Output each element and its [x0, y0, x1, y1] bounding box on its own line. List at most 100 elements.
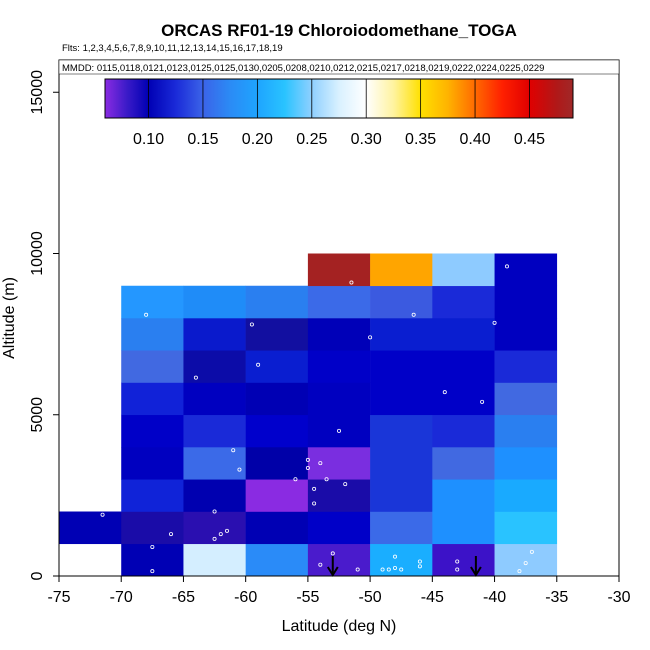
sample-point: [318, 562, 323, 567]
x-tick-label: -65: [172, 589, 195, 606]
colorbar-tick-label: 0.15: [187, 131, 218, 148]
sample-point: [529, 549, 534, 554]
colorbar-bar: [104, 78, 574, 119]
heatmap-cell: [121, 318, 184, 351]
heatmap-cells: [59, 253, 558, 577]
heatmap-cell: [121, 479, 184, 512]
y-tick-label: 0: [29, 571, 46, 580]
heatmap-cell: [121, 350, 184, 383]
heatmap-cell: [245, 350, 309, 383]
heatmap-cell: [307, 447, 371, 480]
heatmap-cell: [494, 447, 558, 480]
sample-point: [349, 280, 354, 285]
sample-point: [330, 551, 335, 556]
sample-point: [312, 501, 317, 506]
sample-point: [305, 457, 310, 462]
heatmap-cell: [370, 511, 433, 545]
sample-point: [193, 375, 198, 380]
heatmap-cell: [307, 511, 371, 545]
sample-point: [411, 312, 416, 317]
sample-point: [336, 428, 341, 433]
heatmap-cell: [183, 350, 246, 383]
chart-title: ORCAS RF01-19 Chloroiodomethane_TOGA: [161, 21, 517, 40]
heatmap-cell: [245, 479, 309, 512]
heatmap-cell: [121, 511, 184, 545]
heatmap-cell: [183, 543, 246, 577]
sample-point: [249, 322, 254, 327]
heatmap-cell: [183, 479, 246, 512]
sample-point: [399, 567, 404, 572]
heatmap-cell: [307, 318, 371, 351]
y-tick-label: 10000: [29, 231, 46, 276]
y-axis: 0 5000 10000 15000: [29, 70, 59, 580]
x-tick-label: -55: [296, 589, 319, 606]
heatmap-cell: [370, 479, 433, 512]
colorbar-tick-label: 0.45: [514, 131, 545, 148]
sample-point: [523, 561, 528, 566]
heatmap-cell: [370, 382, 433, 416]
heatmap-cell: [432, 543, 495, 577]
heatmap-cell: [494, 318, 558, 351]
sample-point: [318, 461, 323, 466]
heatmap-cell: [183, 511, 246, 545]
heatmap-cell: [121, 285, 184, 319]
heatmap-cell: [307, 382, 371, 416]
sample-point: [442, 390, 447, 395]
colorbar-tick-label: 0.20: [242, 131, 273, 148]
heatmap-cell: [494, 479, 558, 512]
heatmap-cell: [245, 285, 309, 319]
dates-note: MMDD: 0115,0118,0121,0123,0125,0125,0130…: [62, 63, 544, 74]
y-tick-label: 5000: [29, 397, 46, 433]
heatmap-cell: [245, 318, 309, 351]
sample-point: [305, 465, 310, 470]
heatmap-cell: [307, 543, 371, 577]
heatmap-cell: [432, 318, 495, 351]
x-axis: -75 -70 -65 -60 -55 -50 -45 -40 -35 -30: [47, 576, 631, 606]
x-tick-label: -35: [545, 589, 568, 606]
heatmap-cell: [432, 382, 495, 416]
colorbar-tick-label: 0.10: [133, 131, 164, 148]
heatmap-cell: [370, 318, 433, 351]
y-tick-label: 15000: [29, 70, 46, 115]
x-tick-label: -45: [421, 589, 444, 606]
sample-point: [212, 536, 217, 541]
heatmap-cell: [432, 350, 495, 383]
sample-point: [212, 509, 217, 514]
colorbar: 0.10 0.15 0.20 0.25 0.30 0.35 0.40 0.45: [104, 78, 574, 148]
sample-point: [231, 448, 236, 453]
heatmap-cell: [183, 414, 246, 448]
heatmap-cell: [245, 382, 309, 416]
heatmap-cell: [370, 350, 433, 383]
colorbar-tick-label: 0.25: [296, 131, 327, 148]
sample-point: [224, 528, 229, 533]
heatmap-cell: [494, 511, 558, 545]
sample-point: [237, 467, 242, 472]
dates-note-box: [58, 59, 620, 75]
heatmap-cell: [307, 253, 371, 287]
heatmap-cell: [59, 511, 122, 545]
heatmap-cell: [245, 511, 309, 545]
sample-point: [480, 399, 485, 404]
colorbar-tick-label: 0.30: [351, 131, 382, 148]
heatmap-cell: [370, 447, 433, 480]
heatmap-cell: [432, 285, 495, 319]
colorbar-tick-label: 0.35: [405, 131, 436, 148]
sample-point: [150, 569, 155, 574]
sample-point: [343, 482, 348, 487]
sample-point: [392, 565, 397, 570]
heatmap-cell: [370, 414, 433, 448]
heatmap-cell: [432, 479, 495, 512]
heatmap-cell: [121, 414, 184, 448]
flights-note: Flts: 1,2,3,4,5,6,7,8,9,10,11,12,13,14,1…: [62, 43, 283, 54]
x-tick-label: -50: [359, 589, 382, 606]
sample-point: [417, 559, 422, 564]
x-axis-label: Latitude (deg N): [282, 618, 397, 635]
sample-point: [380, 567, 385, 572]
heatmap-cell: [121, 382, 184, 416]
sample-point: [100, 512, 105, 517]
x-tick-label: -70: [110, 589, 133, 606]
sample-point: [417, 564, 422, 569]
sample-point: [168, 532, 173, 537]
arrow-head: [326, 566, 339, 577]
